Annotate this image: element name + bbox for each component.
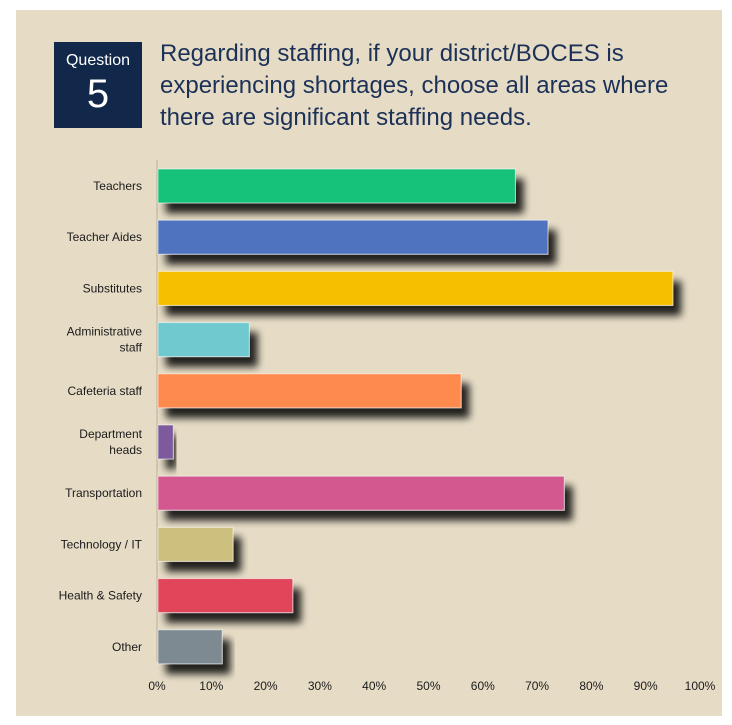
bar <box>157 475 565 511</box>
bar <box>157 373 462 409</box>
x-tick-label: 0% <box>148 679 166 693</box>
bar <box>157 629 223 665</box>
x-tick-label: 100% <box>685 679 716 693</box>
x-tick-label: 20% <box>254 679 278 693</box>
x-tick-label: 50% <box>416 679 440 693</box>
x-tick-label: 60% <box>471 679 495 693</box>
question-text: Regarding staffing, if your district/BOC… <box>160 40 669 131</box>
bar <box>157 424 174 460</box>
bar <box>157 168 516 204</box>
x-tick-label: 80% <box>579 679 603 693</box>
category-label: Transportation <box>65 486 142 500</box>
x-tick-label: 30% <box>308 679 332 693</box>
x-tick-label: 40% <box>362 679 386 693</box>
x-tick-label: 10% <box>199 679 223 693</box>
category-label: Technology / IT <box>61 537 143 551</box>
bar <box>157 219 549 255</box>
category-label: Department heads <box>79 427 142 457</box>
x-tick-label: 90% <box>634 679 658 693</box>
question-word: Question <box>65 52 131 69</box>
question-badge: Question 5 <box>54 42 142 128</box>
bar <box>157 322 250 358</box>
category-label: Substitutes <box>83 281 142 295</box>
bar <box>157 526 234 562</box>
category-label: Administrative staff <box>67 325 143 355</box>
category-label: Other <box>112 640 142 654</box>
bar <box>157 270 674 306</box>
category-label: Cafeteria staff <box>68 384 143 398</box>
category-label: Health & Safety <box>59 589 142 603</box>
bar <box>157 578 294 614</box>
category-label: Teachers <box>93 179 142 193</box>
question-number: 5 <box>86 72 110 116</box>
category-label: Teacher Aides <box>67 230 142 244</box>
x-tick-label: 70% <box>525 679 549 693</box>
